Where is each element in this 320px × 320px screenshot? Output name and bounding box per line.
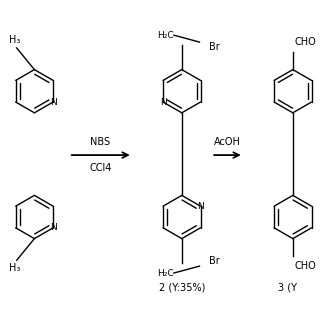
Text: CHO: CHO: [295, 37, 316, 47]
Text: H₂C: H₂C: [157, 31, 174, 40]
Text: CCl4: CCl4: [89, 163, 111, 173]
Text: AcOH: AcOH: [213, 137, 240, 147]
Text: N: N: [160, 98, 166, 107]
Text: N: N: [50, 98, 57, 107]
Text: NBS: NBS: [90, 137, 110, 147]
Text: Br: Br: [209, 256, 220, 266]
Text: N: N: [50, 223, 57, 232]
Text: 3 (Y: 3 (Y: [278, 283, 297, 293]
Text: CHO: CHO: [295, 261, 316, 271]
Text: H₃: H₃: [9, 263, 20, 273]
Text: H₃: H₃: [9, 35, 20, 45]
Text: N: N: [197, 202, 204, 211]
Text: 2 (Y:35%): 2 (Y:35%): [159, 283, 205, 293]
Text: H₂C: H₂C: [157, 268, 174, 277]
Text: Br: Br: [209, 42, 220, 52]
